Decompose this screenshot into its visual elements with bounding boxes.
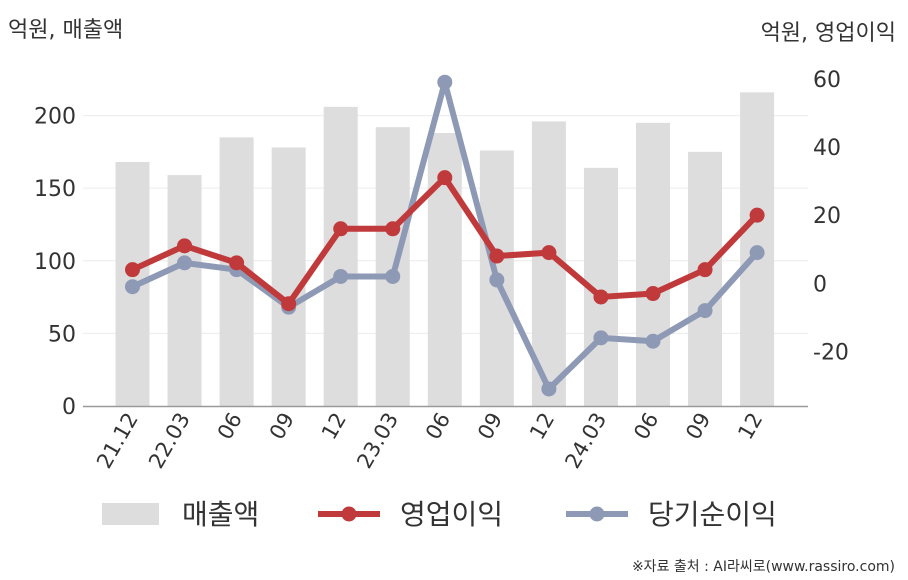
series-point (333, 221, 349, 237)
series-point (229, 255, 245, 271)
series-point (749, 207, 765, 223)
revenue-bar (323, 106, 358, 406)
left-tick-label: 50 (48, 322, 76, 347)
profit-lines (125, 74, 765, 397)
legend-swatch-marker (341, 506, 357, 522)
series-point (177, 238, 193, 254)
legend: 매출액 영업이익 당기순이익 (102, 498, 777, 531)
x-axis-ticks: 21.12 22.03 06 09 12 23.03 06 09 12 24.03 06 09 12 (92, 408, 767, 472)
series-point (281, 296, 297, 312)
x-tick-label: 12 (525, 409, 559, 444)
series-point (437, 170, 453, 186)
x-tick-label: 09 (265, 409, 299, 444)
x-tick-label: 09 (681, 409, 715, 444)
left-tick-label: 200 (34, 105, 76, 130)
x-tick-label: 09 (473, 408, 507, 443)
series-point (437, 74, 453, 90)
left-tick-label: 0 (62, 395, 76, 420)
series-point (593, 289, 609, 305)
series-point (645, 286, 661, 302)
right-axis-unit: 억원, 영업이익 (761, 21, 896, 46)
series-point (541, 381, 557, 397)
right-axis-ticks: -20 0 20 40 60 (813, 68, 849, 366)
left-tick-label: 150 (34, 177, 76, 202)
right-tick-label: 20 (813, 204, 841, 229)
legend-label: 영업이익 (400, 498, 503, 531)
revenue-bar (636, 122, 670, 407)
x-tick-label: 24.03 (560, 409, 611, 473)
series-point (125, 262, 140, 278)
source-note: ※자료 출처 : AI라씨로(www.rassiro.com) (632, 559, 895, 575)
series-point (385, 268, 401, 284)
x-tick-label: 12 (733, 409, 767, 444)
series-point (541, 245, 557, 261)
revenue-bar (271, 147, 306, 406)
revenue-bar (688, 151, 723, 406)
x-tick-label: 23.03 (352, 409, 403, 473)
x-tick-label: 06 (213, 409, 247, 444)
x-tick-label: 21.12 (92, 409, 143, 473)
revenue-bars (115, 92, 775, 407)
right-tick-label: 0 (813, 272, 827, 297)
series-point (385, 221, 401, 237)
x-tick-label: 06 (629, 409, 663, 444)
legend-label: 당기순이익 (648, 498, 777, 531)
series-point (697, 303, 713, 319)
x-tick-label: 12 (317, 409, 351, 444)
legend-swatch-revenue (102, 503, 159, 525)
series-point (125, 279, 140, 295)
right-tick-label: 40 (813, 136, 841, 161)
left-axis-ticks: 0 50 100 150 200 (34, 105, 76, 420)
series-point (697, 262, 713, 278)
x-tick-label: 06 (421, 409, 455, 444)
right-tick-label: -20 (813, 340, 849, 365)
series-point (749, 245, 765, 261)
series-point (177, 255, 193, 271)
left-axis-unit: 억원, 매출액 (8, 18, 123, 43)
revenue-bar (167, 175, 202, 406)
series-point (489, 272, 505, 288)
series-point (645, 333, 661, 349)
legend-label: 매출액 (182, 498, 259, 531)
x-tick-label: 22.03 (144, 409, 195, 473)
series-point (333, 268, 349, 284)
series-point (489, 248, 505, 264)
left-tick-label: 100 (34, 250, 76, 275)
legend-swatch-marker (589, 506, 605, 522)
series-point (593, 330, 609, 346)
right-tick-label: 60 (813, 68, 841, 93)
